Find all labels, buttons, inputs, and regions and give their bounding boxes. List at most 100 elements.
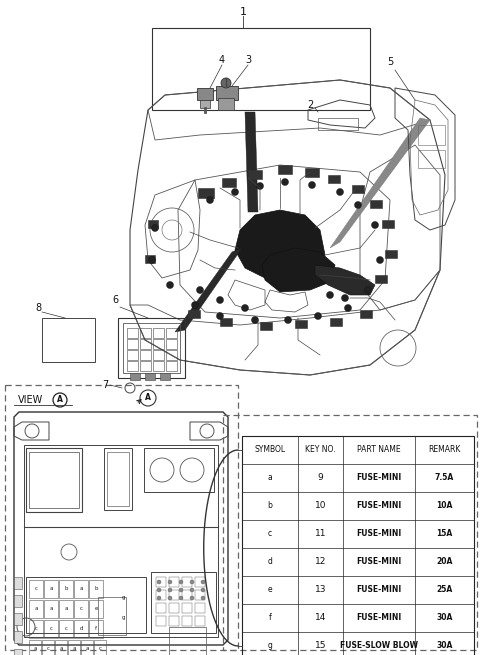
Circle shape [190,580,194,584]
Bar [318,118,358,130]
Bar [89,580,103,598]
Text: g: g [267,641,273,650]
Bar [156,603,166,613]
Bar [166,350,177,360]
Text: a: a [33,645,37,650]
Circle shape [192,301,199,309]
Text: e: e [268,586,272,595]
Bar [169,603,179,613]
Text: 14: 14 [315,614,326,622]
Bar [153,350,164,360]
Circle shape [201,596,205,600]
Circle shape [206,196,214,204]
Bar [166,361,177,371]
Bar [182,603,192,613]
Text: FUSE-MINI: FUSE-MINI [356,586,402,595]
Bar [166,339,177,349]
Bar [248,170,262,179]
Bar [29,620,43,638]
Bar [14,649,22,655]
Bar [130,373,140,380]
Bar [144,448,214,492]
Text: 15: 15 [315,641,326,650]
Text: 7.5A: 7.5A [435,474,454,483]
Bar [197,88,213,100]
Text: 15A: 15A [436,529,453,538]
Bar [166,328,177,338]
Polygon shape [262,248,335,292]
Bar [145,373,155,380]
Bar [222,178,236,187]
Text: g: g [122,595,126,601]
Text: 25A: 25A [436,586,453,595]
Bar [148,220,158,228]
Bar [127,361,138,371]
Text: d: d [267,557,273,567]
Text: a: a [49,607,53,612]
Bar [59,580,73,598]
Text: FUSE-MINI: FUSE-MINI [356,502,402,510]
Circle shape [376,257,384,263]
Bar [330,318,342,326]
Circle shape [314,312,322,320]
Bar [94,640,106,655]
Text: a: a [85,645,89,650]
Circle shape [355,202,361,208]
Text: 20A: 20A [436,557,453,567]
Bar [375,275,387,283]
Text: REMARK: REMARK [428,445,461,455]
Text: b: b [94,586,98,591]
Text: c: c [47,645,49,650]
Text: 2: 2 [307,100,313,110]
Bar [29,640,41,655]
Bar [156,590,166,600]
Bar [44,600,58,618]
Bar [278,165,292,174]
Circle shape [309,181,315,189]
Circle shape [196,286,204,293]
Circle shape [152,225,158,231]
Text: a: a [34,607,38,612]
Text: 30A: 30A [436,614,453,622]
Bar [260,322,272,330]
Text: b: b [267,502,273,510]
Bar [29,452,79,508]
Text: FUSE-SLOW BLOW: FUSE-SLOW BLOW [340,641,418,650]
Circle shape [281,179,288,185]
Circle shape [179,596,183,600]
Text: a: a [79,586,83,591]
Text: FUSE-MINI: FUSE-MINI [356,474,402,483]
Bar [74,620,88,638]
Bar [29,580,43,598]
Bar [242,436,474,655]
Bar [29,600,43,618]
Bar [127,339,138,349]
Text: b: b [64,586,68,591]
Polygon shape [175,248,242,332]
Polygon shape [330,118,430,248]
Text: 30A: 30A [436,641,453,650]
Text: c: c [80,607,83,612]
Bar [127,328,138,338]
Polygon shape [235,210,325,278]
Text: c: c [35,626,37,631]
Bar [182,616,192,626]
Circle shape [157,588,161,592]
Text: 5: 5 [387,57,393,67]
Circle shape [201,580,205,584]
Text: c: c [98,645,101,650]
Bar [145,255,155,263]
Text: FUSE-MINI: FUSE-MINI [356,614,402,622]
Circle shape [167,282,173,288]
Bar [160,373,170,380]
Text: VIEW: VIEW [18,395,43,405]
Bar [44,620,58,638]
Bar [107,452,129,506]
Text: a: a [64,607,68,612]
Bar [14,595,22,607]
Bar [370,200,382,208]
Text: a: a [59,645,63,650]
Text: a: a [268,474,272,483]
Circle shape [201,588,205,592]
Bar [195,577,205,587]
